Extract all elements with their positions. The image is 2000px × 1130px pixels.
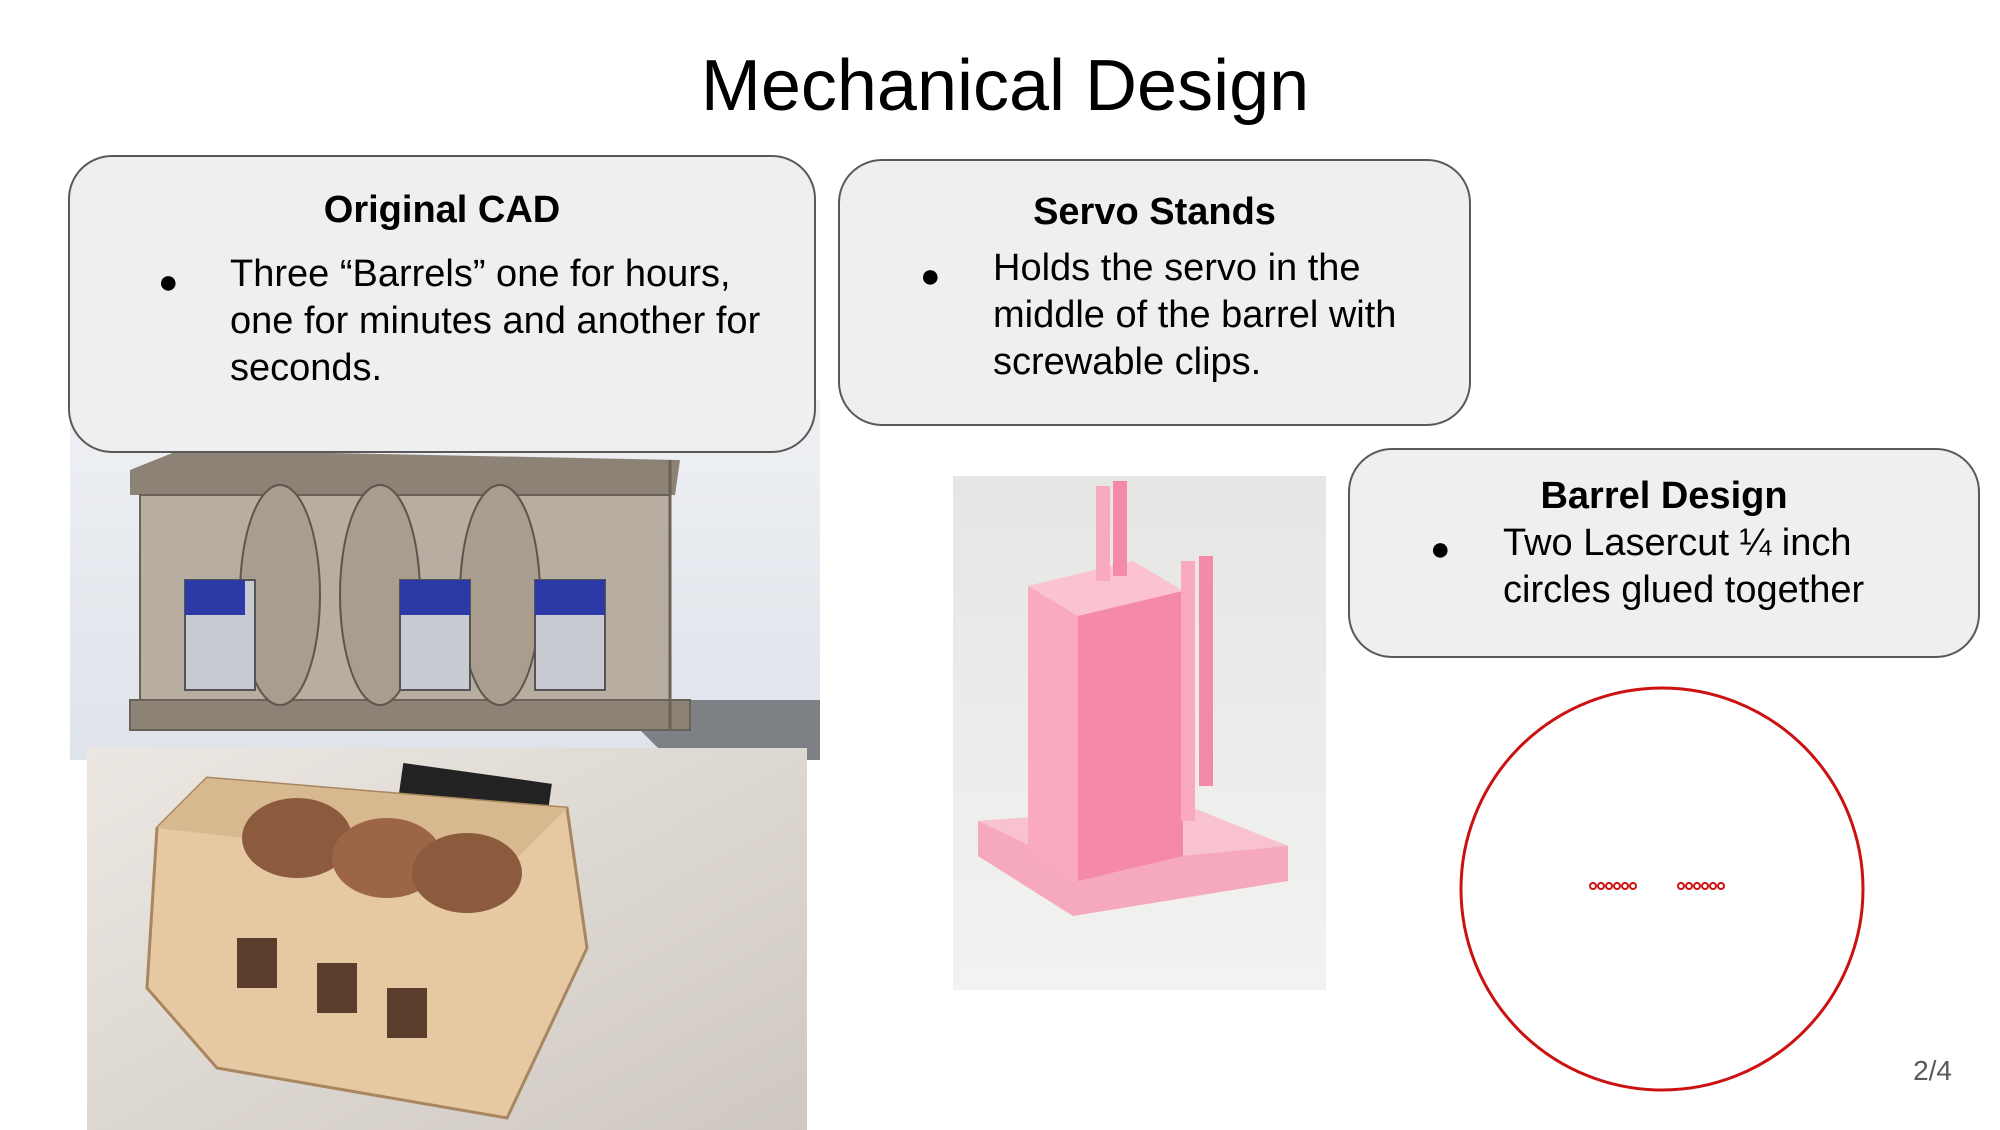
callout-original-cad: Original CAD ● Three “Barrels” one for h…: [68, 155, 816, 453]
callout-heading: Barrel Design: [1540, 475, 1788, 517]
slide-title: Mechanical Design: [700, 46, 1310, 126]
callout-servo-stands: Servo Stands ● Holds the servo in the mi…: [838, 159, 1471, 426]
cad-render-image: [70, 400, 820, 760]
callout-barrel-design: Barrel Design ● Two Lasercut ¼ inch circ…: [1348, 448, 1980, 658]
servo-stand-image: [953, 476, 1326, 990]
barrel-circle-image: [1452, 684, 1872, 1094]
bullet-icon: ●: [158, 263, 179, 301]
bullet-icon: ●: [920, 257, 941, 295]
clock-photo-image: [87, 748, 807, 1130]
callout-text: Three “Barrels” one for hours, one for m…: [230, 253, 761, 389]
page-number: 2/4: [1913, 1055, 1952, 1086]
callout-heading: Original CAD: [323, 189, 561, 231]
callout-text: Two Lasercut ¼ inch circles glued togeth…: [1503, 522, 1865, 611]
callout-heading: Servo Stands: [1033, 191, 1276, 233]
bullet-icon: ●: [1430, 530, 1451, 568]
callout-text: Holds the servo in the middle of the bar…: [993, 247, 1397, 383]
